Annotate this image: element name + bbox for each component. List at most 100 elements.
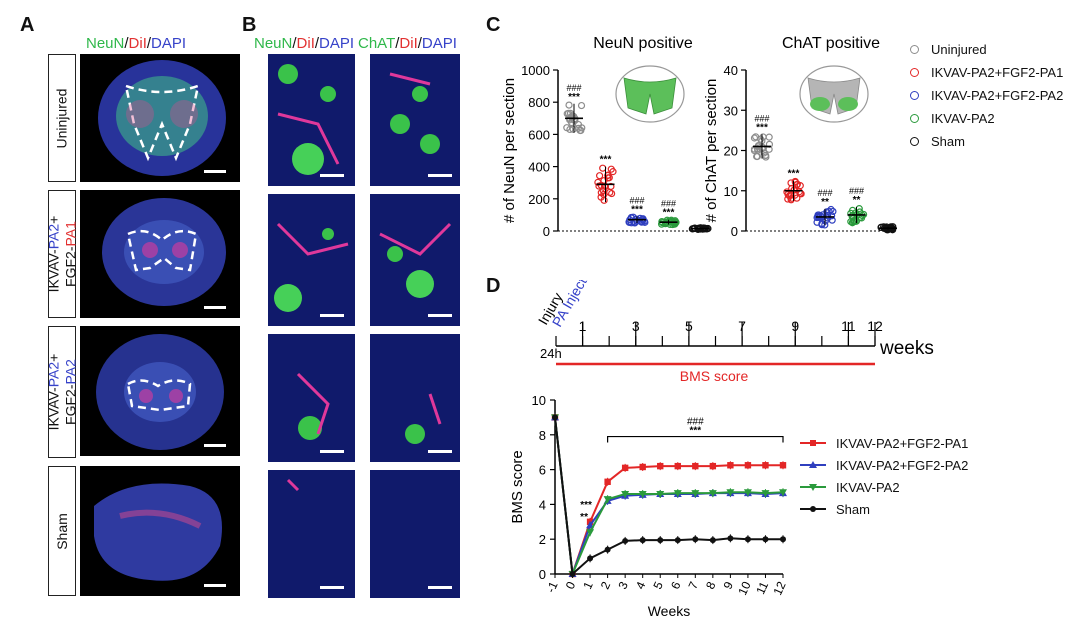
significance-stars: *** — [631, 205, 643, 216]
y-tick-label: 30 — [724, 103, 738, 118]
data-marker — [727, 462, 734, 469]
legend-label: IKVAV-PA2 — [931, 111, 995, 126]
data-marker — [762, 536, 769, 543]
significance-stars: *** — [788, 169, 800, 180]
legend-shape — [810, 506, 816, 512]
data-point — [566, 109, 575, 117]
x-tick-label: 4 — [633, 579, 649, 591]
data-marker — [604, 546, 611, 553]
legend-item: IKVAV-PA2 — [910, 107, 1075, 130]
ventral-horn-right — [838, 97, 858, 111]
panel-d-letter: D — [486, 275, 501, 297]
data-point — [828, 212, 836, 220]
cord-gray-matter — [623, 77, 677, 115]
panel-d-legend: IKVAV-PA2+FGF2-PA1 IKVAV-PA2+FGF2-PA2 IKVA… — [800, 432, 1070, 520]
panel-d-timeline: Injury PA Injection 24h 1 3 5 7 9 11 12 weeks … — [535, 280, 934, 384]
data-marker — [727, 535, 734, 542]
timeline-tick-label: 1 — [579, 318, 587, 334]
chart-title: ChAT positive — [782, 35, 880, 52]
scale-bar — [428, 314, 452, 317]
significance-hash: ### — [661, 199, 676, 209]
data-point — [599, 164, 607, 172]
micrograph-neun-2 — [268, 194, 355, 326]
timeline-24h-label: 24h — [540, 346, 562, 361]
micrograph-chat-1 — [370, 54, 460, 186]
data-point — [663, 216, 671, 224]
data-marker — [621, 490, 630, 498]
y-axis-label: # of ChAT per section — [703, 79, 720, 223]
legend-label: IKVAV-PA2+FGF2-PA2 — [931, 88, 1064, 103]
section-image-uninjured — [80, 54, 240, 182]
data-marker — [621, 464, 629, 472]
legend-item: IKVAV-PA2 — [800, 476, 1070, 498]
y-tick-label: 20 — [724, 144, 738, 159]
data-point — [600, 182, 609, 190]
data-point — [761, 151, 770, 159]
legend-label: Sham — [836, 501, 870, 517]
x-tick-label: 2 — [598, 579, 614, 591]
panel-c-letter: C — [486, 14, 501, 36]
row-label-uninjured: Uninjured — [48, 54, 76, 182]
legend-label: IKVAV-PA2+FGF2-PA2 — [836, 457, 969, 473]
section-image-pa1 — [80, 190, 240, 318]
y-tick-label: 40 — [724, 63, 738, 78]
data-point — [795, 188, 803, 196]
micrograph-chat-2 — [370, 194, 460, 326]
data-marker — [692, 462, 699, 470]
row-label-pa2: IKVAV-PA2+ FGF2-PA2 — [45, 326, 78, 458]
legend-marker — [910, 114, 919, 123]
panel-c-legend: Uninjured IKVAV-PA2+FGF2-PA1 IKVAV-PA2+FGF… — [910, 38, 1075, 153]
timeline-tick-label: 12 — [867, 318, 883, 334]
data-marker — [622, 537, 629, 544]
scale-bar — [204, 584, 226, 587]
panel-a-letter: A — [20, 14, 35, 36]
data-point — [627, 214, 635, 222]
data-marker — [708, 490, 717, 498]
data-point — [605, 174, 613, 182]
legend-label: IKVAV-PA2 — [836, 479, 900, 495]
scale-bar — [204, 444, 226, 447]
scale-bar — [320, 174, 344, 177]
panel-b-header-right: ChAT/DiI/DAPI — [358, 35, 457, 52]
data-point — [829, 207, 837, 216]
data-marker — [779, 489, 787, 497]
y-axis-label: # of NeuN per section — [501, 78, 518, 223]
significance-stars: ** — [853, 195, 861, 206]
legend-item: IKVAV-PA2+FGF2-PA1 — [910, 61, 1075, 84]
section-image-sham — [80, 466, 240, 596]
legend-marker — [800, 506, 826, 512]
data-marker — [586, 529, 595, 537]
timeline-tick-label: 7 — [738, 318, 746, 334]
dapi-label: DAPI — [151, 35, 187, 52]
x-tick-label: 12 — [770, 579, 788, 597]
data-marker — [587, 555, 594, 562]
data-point — [606, 188, 614, 197]
data-point — [765, 140, 774, 148]
neun-label: NeuN — [86, 35, 125, 52]
significance-hash: ### — [629, 196, 644, 206]
significance-bracket — [607, 435, 784, 443]
scale-bar — [428, 450, 452, 453]
row-label-sham: Sham — [48, 466, 76, 596]
significance-hash: ### — [817, 188, 832, 198]
data-marker — [709, 537, 716, 544]
data-marker — [673, 490, 682, 498]
data-point — [625, 218, 633, 226]
x-tick-label: 11 — [753, 579, 771, 597]
data-marker — [726, 489, 735, 497]
week1-stars: *** — [580, 500, 592, 511]
panel-b-header-left: NeuN/DiI/DAPI — [254, 35, 355, 52]
y-tick-label: 0 — [543, 224, 550, 239]
section-image-pa2 — [80, 326, 240, 456]
micrograph-chat-3 — [370, 334, 460, 462]
x-axis-label: Weeks — [648, 603, 691, 619]
legend-label: Sham — [931, 134, 965, 149]
bms-score-label: BMS score — [680, 368, 749, 384]
week1-stars-2: ** — [580, 512, 588, 523]
scale-bar — [320, 586, 344, 589]
significance-stars: *** — [663, 208, 675, 219]
chart-title: NeuN positive — [593, 35, 693, 52]
micrograph-chat-4 — [370, 470, 460, 598]
